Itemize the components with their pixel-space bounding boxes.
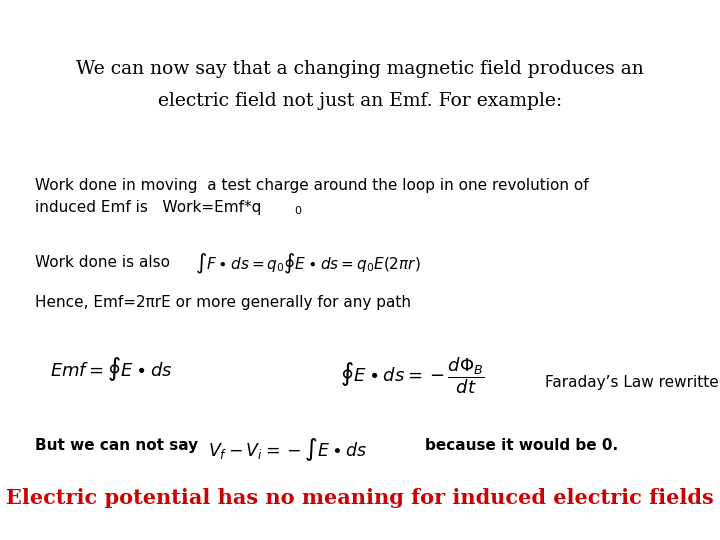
Text: Electric potential has no meaning for induced electric fields: Electric potential has no meaning for in… [6,488,714,508]
Text: $Emf = \oint E \bullet ds$: $Emf = \oint E \bullet ds$ [50,355,173,383]
Text: But we can not say: But we can not say [35,438,198,453]
Text: Faraday’s Law rewritten: Faraday’s Law rewritten [545,375,720,390]
Text: $V_f - V_i = -\int E \bullet ds$: $V_f - V_i = -\int E \bullet ds$ [208,436,367,463]
Text: We can now say that a changing magnetic field produces an: We can now say that a changing magnetic … [76,60,644,78]
Text: electric field not just an Emf. For example:: electric field not just an Emf. For exam… [158,92,562,110]
Text: Hence, Emf=2πrE or more generally for any path: Hence, Emf=2πrE or more generally for an… [35,295,411,310]
Text: $\oint E \bullet ds = -\dfrac{d\Phi_B}{dt}$: $\oint E \bullet ds = -\dfrac{d\Phi_B}{d… [340,355,485,396]
Text: 0: 0 [294,206,301,216]
Text: Work done in moving  a test charge around the loop in one revolution of: Work done in moving a test charge around… [35,178,589,193]
Text: $\int F \bullet ds = q_0 \oint E \bullet ds =q_0 E(2\pi r)$: $\int F \bullet ds = q_0 \oint E \bullet… [195,252,420,276]
Text: induced Emf is   Work=Emf*q: induced Emf is Work=Emf*q [35,200,261,215]
Text: Work done is also: Work done is also [35,255,170,270]
Text: because it would be 0.: because it would be 0. [425,438,618,453]
